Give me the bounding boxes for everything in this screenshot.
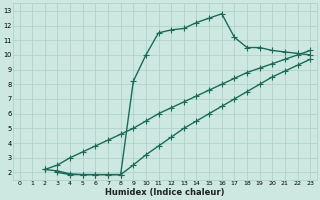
X-axis label: Humidex (Indice chaleur): Humidex (Indice chaleur) [105, 188, 225, 197]
